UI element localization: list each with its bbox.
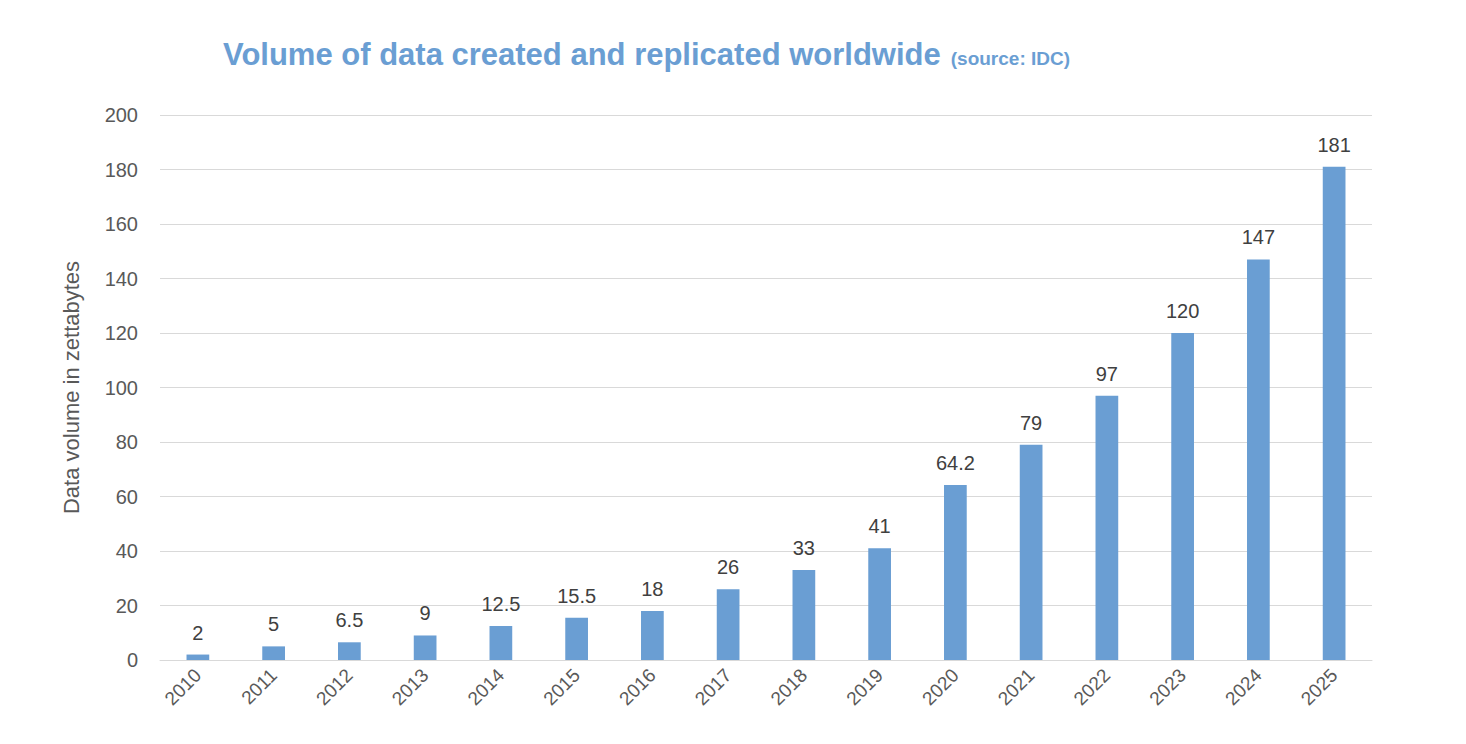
svg-text:80: 80: [116, 431, 138, 453]
svg-text:Volume of data created and rep: Volume of data created and replicated wo…: [223, 37, 941, 72]
svg-text:2: 2: [192, 622, 203, 644]
svg-text:2016: 2016: [615, 665, 660, 710]
svg-text:2015: 2015: [539, 665, 584, 710]
svg-text:2025: 2025: [1297, 665, 1342, 710]
svg-text:41: 41: [869, 515, 891, 537]
svg-text:33: 33: [793, 537, 815, 559]
svg-text:6.5: 6.5: [335, 609, 363, 631]
svg-text:0: 0: [127, 649, 138, 671]
svg-text:181: 181: [1317, 134, 1350, 156]
svg-text:20: 20: [116, 595, 138, 617]
svg-text:60: 60: [116, 486, 138, 508]
svg-text:5: 5: [268, 613, 279, 635]
svg-text:64.2: 64.2: [936, 452, 975, 474]
svg-text:180: 180: [105, 159, 138, 181]
svg-text:2012: 2012: [312, 665, 357, 710]
svg-text:18: 18: [641, 578, 663, 600]
svg-text:120: 120: [1166, 300, 1199, 322]
svg-text:2021: 2021: [994, 665, 1039, 710]
svg-text:2013: 2013: [388, 665, 433, 710]
svg-text:2014: 2014: [464, 665, 509, 710]
svg-text:2011: 2011: [237, 665, 281, 709]
svg-text:26: 26: [717, 556, 739, 578]
svg-text:97: 97: [1096, 363, 1118, 385]
svg-text:(source: IDC): (source: IDC): [951, 48, 1070, 69]
svg-text:2023: 2023: [1145, 665, 1190, 710]
svg-text:2019: 2019: [842, 665, 887, 710]
svg-text:Data volume in zettabytes: Data volume in zettabytes: [59, 261, 84, 514]
svg-text:100: 100: [105, 377, 138, 399]
svg-text:160: 160: [105, 213, 138, 235]
svg-text:40: 40: [116, 540, 138, 562]
svg-text:2010: 2010: [161, 665, 206, 710]
svg-text:9: 9: [420, 602, 431, 624]
svg-text:79: 79: [1020, 412, 1042, 434]
svg-text:200: 200: [105, 104, 138, 126]
svg-text:15.5: 15.5: [557, 585, 596, 607]
svg-text:2024: 2024: [1221, 665, 1266, 710]
svg-text:2018: 2018: [767, 665, 812, 710]
svg-text:120: 120: [105, 322, 138, 344]
svg-text:2020: 2020: [918, 665, 963, 710]
svg-text:12.5: 12.5: [481, 593, 520, 615]
svg-text:140: 140: [105, 268, 138, 290]
svg-text:147: 147: [1242, 226, 1275, 248]
svg-text:2022: 2022: [1070, 665, 1115, 710]
svg-text:2017: 2017: [691, 665, 736, 710]
